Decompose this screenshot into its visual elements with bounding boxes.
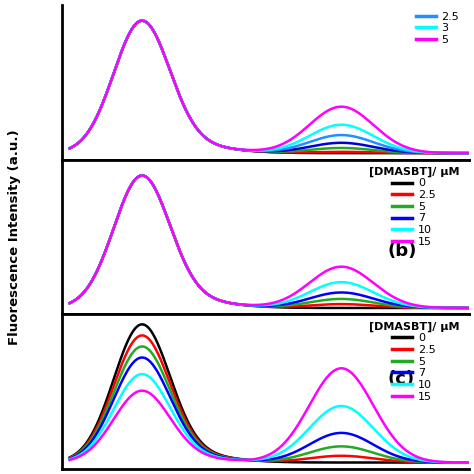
Text: Fluorescence Intensity (a.u.): Fluorescence Intensity (a.u.) (8, 129, 21, 345)
Text: (b): (b) (388, 242, 417, 260)
Legend: 0, 2.5, 5, 7, 10, 15: 0, 2.5, 5, 7, 10, 15 (365, 317, 464, 406)
Legend: 0, 2.5, 5, 7, 10, 15: 0, 2.5, 5, 7, 10, 15 (365, 162, 464, 251)
Legend: 2.5, 3, 5: 2.5, 3, 5 (411, 7, 464, 49)
Text: (c): (c) (388, 370, 415, 388)
